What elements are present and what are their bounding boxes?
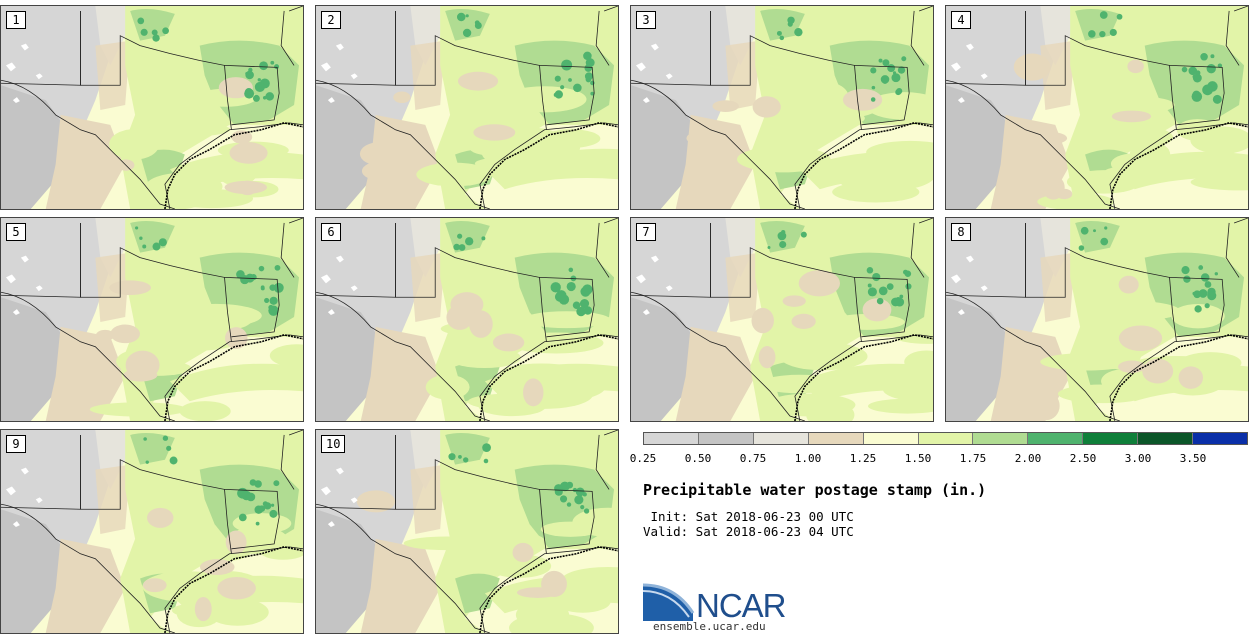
colorbar-tick: 2.50	[1069, 452, 1097, 465]
colorbar-swatch	[918, 433, 974, 444]
colorbar-tick: 0.25	[629, 452, 657, 465]
postage-stamp-map: 10	[315, 429, 619, 634]
colorbar-swatch	[808, 433, 864, 444]
colorbar-swatch	[1193, 433, 1247, 444]
member-number-label: 7	[636, 223, 656, 241]
postage-stamp-map: 4	[945, 5, 1249, 210]
colorbar-swatch	[753, 433, 809, 444]
colorbar-tick: 1.75	[959, 452, 987, 465]
colorbar-tick: 1.00	[794, 452, 822, 465]
member-number-label: 6	[321, 223, 341, 241]
figure-title: Precipitable water postage stamp (in.)	[643, 481, 987, 499]
ncar-logo-icon	[643, 583, 695, 621]
member-number-label: 5	[6, 223, 26, 241]
colorbar-tick: 1.50	[904, 452, 932, 465]
colorbar-swatch	[644, 433, 699, 444]
postage-stamp-map: 7	[630, 217, 934, 422]
postage-stamp-map: 3	[630, 5, 934, 210]
postage-stamp-map: 8	[945, 217, 1249, 422]
postage-stamp-map: 5	[0, 217, 304, 422]
member-number-label: 1	[6, 11, 26, 29]
member-number-label: 4	[951, 11, 971, 29]
member-number-label: 2	[321, 11, 341, 29]
member-number-label: 8	[951, 223, 971, 241]
colorbar-swatch	[1028, 433, 1084, 444]
ncar-url: ensemble.ucar.edu	[653, 620, 766, 633]
postage-stamp-map: 6	[315, 217, 619, 422]
postage-stamp-map: 1	[0, 5, 304, 210]
colorbar-tick: 1.25	[849, 452, 877, 465]
colorbar-swatch	[863, 433, 919, 444]
colorbar-swatch	[1083, 433, 1139, 444]
colorbar-swatch	[973, 433, 1029, 444]
valid-time: Valid: Sat 2018-06-23 04 UTC	[643, 524, 854, 539]
postage-stamp-map: 2	[315, 5, 619, 210]
member-number-label: 10	[321, 435, 346, 453]
precipitable-water-colorbar	[643, 432, 1248, 445]
member-number-label: 3	[636, 11, 656, 29]
colorbar-tick: 3.50	[1179, 452, 1207, 465]
colorbar-tick: 3.00	[1124, 452, 1152, 465]
colorbar-tick: 0.50	[684, 452, 712, 465]
colorbar-swatch	[1138, 433, 1194, 444]
colorbar-swatch	[698, 433, 754, 444]
postage-stamp-map: 9	[0, 429, 304, 634]
ncar-logo-text: NCAR	[696, 587, 787, 624]
colorbar-tick: 2.00	[1014, 452, 1042, 465]
colorbar-tick: 0.75	[739, 452, 767, 465]
member-number-label: 9	[6, 435, 26, 453]
init-time: Init: Sat 2018-06-23 00 UTC	[643, 509, 854, 524]
